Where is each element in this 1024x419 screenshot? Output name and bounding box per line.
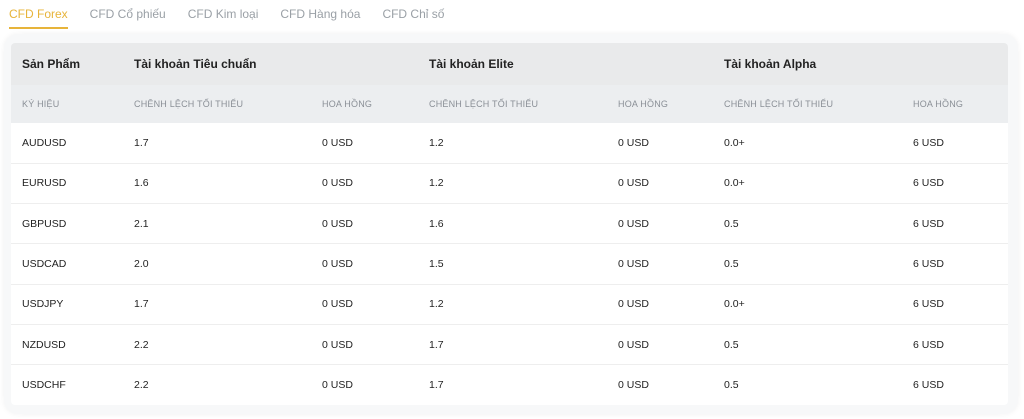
cell-standard-commission: 0 USD — [322, 136, 353, 149]
cell-symbol: USDCHF — [22, 379, 66, 392]
spread-table: Sản Phẩm Tài khoản Tiêu chuẩn Tài khoản … — [11, 43, 1008, 405]
cell-alpha-commission: 6 USD — [913, 136, 944, 149]
cell-standard-commission: 0 USD — [322, 298, 353, 311]
cell-alpha-spread: 0.5 — [724, 258, 739, 271]
table-row: AUDUSD 1.7 0 USD 1.2 0 USD 0.0+ 6 USD — [11, 123, 1008, 164]
cell-standard-spread: 2.2 — [134, 338, 149, 351]
tab-cfd-stocks[interactable]: CFD Cổ phiếu — [89, 7, 166, 21]
cell-alpha-spread: 0.5 — [724, 338, 739, 351]
cell-elite-spread: 1.2 — [429, 177, 444, 190]
subheader-alpha-min-spread: CHÊNH LỆCH TỐI THIỂU — [724, 99, 834, 109]
cell-elite-spread: 1.5 — [429, 258, 444, 271]
cell-symbol: USDCAD — [22, 258, 67, 271]
subheader-elite-commission: HOA HỒNG — [618, 99, 669, 109]
cell-elite-spread: 1.2 — [429, 136, 444, 149]
cell-alpha-spread: 0.5 — [724, 217, 739, 230]
table-row: NZDUSD 2.2 0 USD 1.7 0 USD 0.5 6 USD — [11, 324, 1008, 365]
category-tabs: CFD Forex CFD Cổ phiếu CFD Kim loại CFD … — [9, 7, 466, 29]
header-alpha-account: Tài khoản Alpha — [724, 57, 817, 71]
cell-elite-commission: 0 USD — [618, 136, 649, 149]
cell-elite-commission: 0 USD — [618, 217, 649, 230]
cell-symbol: GBPUSD — [22, 217, 67, 230]
cell-alpha-commission: 6 USD — [913, 258, 944, 271]
table-row: USDCHF 2.2 0 USD 1.7 0 USD 0.5 6 USD — [11, 365, 1008, 405]
cell-standard-spread: 1.6 — [134, 177, 149, 190]
cell-standard-spread: 2.1 — [134, 217, 149, 230]
cell-standard-commission: 0 USD — [322, 379, 353, 392]
cell-elite-spread: 1.7 — [429, 379, 444, 392]
cell-standard-commission: 0 USD — [322, 177, 353, 190]
subheader-standard-min-spread: CHÊNH LỆCH TỐI THIỂU — [134, 99, 244, 109]
cell-elite-spread: 1.2 — [429, 298, 444, 311]
cell-standard-spread: 2.0 — [134, 258, 149, 271]
tab-cfd-commodities[interactable]: CFD Hàng hóa — [280, 7, 361, 21]
cell-symbol: EURUSD — [22, 177, 67, 190]
cell-elite-commission: 0 USD — [618, 177, 649, 190]
subheader-elite-min-spread: CHÊNH LỆCH TỐI THIỂU — [429, 99, 539, 109]
cell-symbol: AUDUSD — [22, 136, 67, 149]
cell-elite-commission: 0 USD — [618, 298, 649, 311]
cell-alpha-spread: 0.0+ — [724, 136, 745, 149]
cell-elite-commission: 0 USD — [618, 258, 649, 271]
cell-standard-spread: 1.7 — [134, 136, 149, 149]
group-header-row: Sản Phẩm Tài khoản Tiêu chuẩn Tài khoản … — [11, 43, 1008, 85]
cell-alpha-commission: 6 USD — [913, 338, 944, 351]
cell-alpha-commission: 6 USD — [913, 379, 944, 392]
cell-standard-commission: 0 USD — [322, 217, 353, 230]
cell-elite-spread: 1.6 — [429, 217, 444, 230]
cell-alpha-spread: 0.0+ — [724, 177, 745, 190]
spread-table-container: Sản Phẩm Tài khoản Tiêu chuẩn Tài khoản … — [11, 43, 1008, 405]
cell-standard-spread: 2.2 — [134, 379, 149, 392]
sub-header-row: KÝ HIỆU CHÊNH LỆCH TỐI THIỂU HOA HỒNG CH… — [11, 85, 1008, 123]
cell-symbol: NZDUSD — [22, 338, 66, 351]
subheader-standard-commission: HOA HỒNG — [322, 99, 373, 109]
cell-elite-spread: 1.7 — [429, 338, 444, 351]
cell-alpha-spread: 0.0+ — [724, 298, 745, 311]
cell-standard-commission: 0 USD — [322, 338, 353, 351]
cell-elite-commission: 0 USD — [618, 338, 649, 351]
cell-alpha-spread: 0.5 — [724, 379, 739, 392]
tab-cfd-forex[interactable]: CFD Forex — [9, 7, 68, 29]
cell-standard-spread: 1.7 — [134, 298, 149, 311]
table-row: GBPUSD 2.1 0 USD 1.6 0 USD 0.5 6 USD — [11, 204, 1008, 244]
cell-alpha-commission: 6 USD — [913, 298, 944, 311]
cell-alpha-commission: 6 USD — [913, 177, 944, 190]
header-elite-account: Tài khoản Elite — [429, 57, 514, 71]
table-row: USDJPY 1.7 0 USD 1.2 0 USD 0.0+ 6 USD — [11, 284, 1008, 325]
header-standard-account: Tài khoản Tiêu chuẩn — [134, 57, 257, 71]
table-row: USDCAD 2.0 0 USD 1.5 0 USD 0.5 6 USD — [11, 244, 1008, 285]
table-row: EURUSD 1.6 0 USD 1.2 0 USD 0.0+ 6 USD — [11, 163, 1008, 204]
cell-symbol: USDJPY — [22, 298, 64, 311]
tab-cfd-indices[interactable]: CFD Chỉ số — [382, 7, 445, 21]
table-body: AUDUSD 1.7 0 USD 1.2 0 USD 0.0+ 6 USD EU… — [11, 123, 1008, 405]
header-product: Sản Phẩm — [22, 57, 81, 71]
cell-alpha-commission: 6 USD — [913, 217, 944, 230]
cell-elite-commission: 0 USD — [618, 379, 649, 392]
tab-cfd-metals[interactable]: CFD Kim loại — [187, 7, 259, 21]
cell-standard-commission: 0 USD — [322, 258, 353, 271]
subheader-alpha-commission: HOA HỒNG — [913, 99, 964, 109]
subheader-symbol: KÝ HIỆU — [22, 99, 60, 109]
